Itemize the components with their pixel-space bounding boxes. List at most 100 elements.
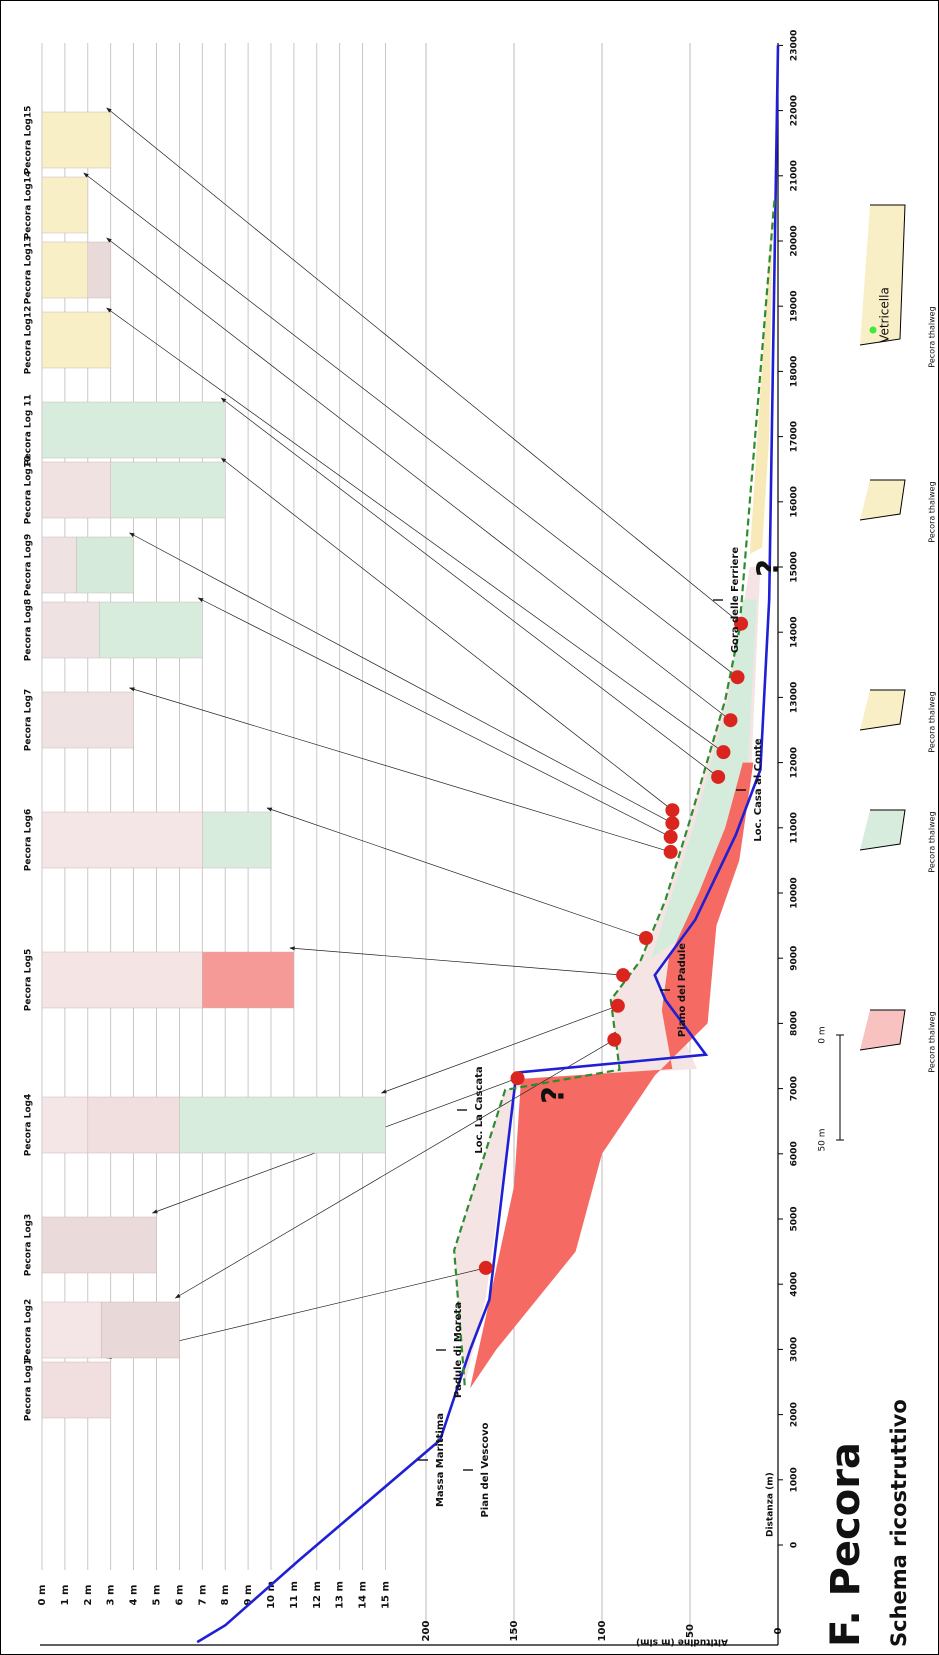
log-column — [42, 1362, 111, 1418]
log-column — [42, 952, 202, 1008]
question-mark: ? — [537, 1086, 572, 1103]
depth-tick-label: 11 m — [289, 1581, 300, 1609]
section-label: Pecora thalweg — [928, 811, 937, 872]
log-column — [42, 177, 88, 233]
x-tick-label: 0 — [790, 1542, 800, 1548]
log-name: Pecora Log5 — [24, 949, 34, 1012]
log-column — [102, 1302, 180, 1358]
y-tick-label: 50 — [685, 1624, 696, 1638]
place-label: Massa Marittima — [435, 1413, 446, 1507]
log-site — [639, 931, 653, 945]
depth-tick-label: 4 m — [129, 1585, 140, 1606]
x-tick-label: 23000 — [790, 30, 800, 61]
x-tick-label: 5000 — [790, 1206, 800, 1231]
place-label: Pian del Vescovo — [480, 1422, 491, 1517]
depth-tick-label: 12 m — [312, 1581, 323, 1609]
x-tick-label: 6000 — [790, 1141, 800, 1166]
x-tick-label: 3000 — [790, 1337, 800, 1362]
log-column — [42, 1097, 88, 1153]
log-site — [665, 816, 679, 830]
log-name: Pecora Log15 — [24, 106, 34, 175]
x-tick-label: 4000 — [790, 1272, 800, 1297]
log-column — [42, 812, 202, 868]
x-tick-label: 1000 — [790, 1467, 800, 1492]
y-tick-label: 150 — [509, 1621, 520, 1642]
section-site: Vetricella — [878, 287, 892, 343]
log-column — [42, 692, 134, 748]
x-tick-label: 10000 — [790, 877, 800, 908]
log-column — [42, 312, 111, 368]
x-tick-label: 19000 — [790, 291, 800, 322]
x-tick-label: 12000 — [790, 747, 800, 778]
log-name: Pecora Log4 — [24, 1094, 34, 1157]
x-tick-label: 13000 — [790, 682, 800, 713]
y-axis-label: Altitudine (m slm) — [636, 1637, 728, 1647]
depth-tick-label: 15 m — [381, 1581, 392, 1609]
depth-tick-label: 6 m — [174, 1585, 185, 1606]
log-column — [88, 242, 111, 298]
figure: 0 m1 m2 m3 m4 m5 m6 m7 m8 m9 m10 m11 m12… — [0, 0, 939, 1655]
x-tick-label: 16000 — [790, 486, 800, 517]
log-column — [111, 462, 226, 518]
log-site — [723, 713, 737, 727]
x-tick-label: 17000 — [790, 421, 800, 452]
log-column — [99, 602, 202, 658]
log-site — [665, 803, 679, 817]
y-tick-label: 200 — [421, 1621, 432, 1642]
site-dot — [870, 327, 877, 334]
chart-title: F. Pecora — [823, 1442, 869, 1647]
x-tick-label: 22000 — [790, 95, 800, 126]
log-site — [731, 670, 745, 684]
log-site — [664, 830, 678, 844]
log-column — [42, 1302, 102, 1358]
log-name: Pecora Log3 — [24, 1214, 34, 1277]
depth-tick-label: 3 m — [106, 1585, 117, 1606]
place-label: Loc. La Cascata — [474, 1066, 485, 1153]
log-column — [42, 537, 76, 593]
depth-tick-label: 7 m — [197, 1585, 208, 1606]
log-column — [76, 537, 133, 593]
log-name: Pecora Log12 — [24, 306, 34, 375]
log-column — [42, 242, 88, 298]
depth-tick-label: 14 m — [358, 1581, 369, 1609]
log-name: Pecora Log13 — [24, 236, 34, 305]
log-site — [664, 845, 678, 859]
depth-tick-label: 5 m — [152, 1585, 163, 1606]
log-column — [42, 402, 225, 458]
scale-label: 50 m — [818, 1128, 828, 1151]
scale-label: 0 m — [818, 1026, 828, 1043]
place-label: Padule di Moreta — [453, 1302, 464, 1398]
log-name: Pecora Log8 — [24, 599, 34, 662]
x-tick-label: 20000 — [790, 225, 800, 256]
x-tick-label: 11000 — [790, 812, 800, 843]
x-axis-label: Distanza (m) — [766, 1472, 776, 1537]
log-column — [42, 112, 111, 168]
x-tick-label: 2000 — [790, 1402, 800, 1427]
x-tick-label: 21000 — [790, 160, 800, 191]
log-name: Pecora Log1 — [24, 1359, 34, 1422]
section-label: Pecora thalweg — [928, 306, 937, 367]
section-label: Pecora thalweg — [928, 691, 937, 752]
log-column — [202, 952, 294, 1008]
chart-subtitle: Schema ricostruttivo — [887, 1399, 911, 1647]
x-tick-label: 18000 — [790, 356, 800, 387]
depth-tick-label: 13 m — [335, 1581, 346, 1609]
log-site — [511, 1071, 525, 1085]
depth-tick-label: 1 m — [60, 1585, 71, 1606]
log-name: Pecora Log7 — [24, 689, 34, 752]
log-column — [88, 1097, 180, 1153]
place-label: Gora delle Ferriere — [730, 547, 741, 654]
log-site — [607, 1033, 621, 1047]
log-name: Pecora Log9 — [24, 534, 34, 597]
place-label: Loc. Casa al Conte — [753, 738, 764, 841]
log-column — [202, 812, 271, 868]
x-tick-label: 8000 — [790, 1011, 800, 1036]
log-site — [611, 999, 625, 1013]
log-site — [716, 745, 730, 759]
log-name: Pecora Log14 — [24, 171, 34, 240]
x-tick-label: 7000 — [790, 1076, 800, 1101]
log-name: Pecora Log 11 — [24, 394, 34, 466]
section-label: Pecora thalweg — [928, 1011, 937, 1072]
x-tick-label: 15000 — [790, 551, 800, 582]
log-column — [179, 1097, 385, 1153]
